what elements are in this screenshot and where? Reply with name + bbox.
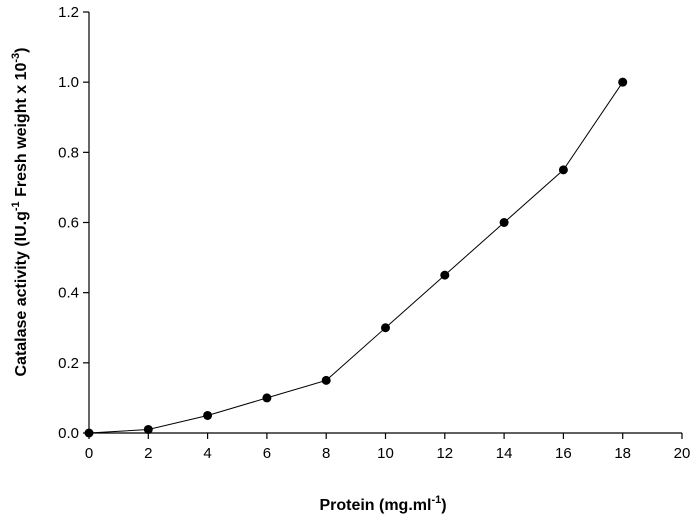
y-axis-label-close: ) [13,47,30,52]
data-point [499,218,509,227]
data-point [381,323,390,333]
axes [88,12,682,434]
x-tick-label: 2 [144,445,152,462]
x-tick-label: 20 [674,445,691,462]
y-tick-label: 0.4 [58,285,79,302]
data-point [321,375,331,385]
x-tick-label: 6 [263,445,271,462]
x-axis-label: Protein (mg.ml-1) [319,494,446,514]
x-tick-label: 8 [322,445,330,462]
x-tick-label: 4 [203,445,211,462]
y-tick-label: 0.8 [58,144,79,161]
y-axis-label-part1: Catalase activity (IU.g [13,211,30,376]
series-line [88,81,624,434]
data-point [262,393,272,403]
y-ticks: 0.0 0.2 0.4 0.6 0.8 1.0 1.2 [58,4,89,442]
y-tick-label: 1.0 [58,74,79,91]
data-point [203,410,213,420]
y-tick-label: 0.2 [58,355,79,372]
x-tick-label: 18 [614,445,631,462]
data-point [618,77,628,87]
x-tick-label: 10 [377,445,394,462]
y-axis-label-sup2: -3 [10,53,22,63]
x-tick-label: 0 [85,445,93,462]
data-point [84,428,94,438]
data-point [143,424,153,434]
x-tick-label: 12 [436,445,453,462]
x-axis-label-main: Protein (mg.ml [319,497,431,514]
data-point [440,270,450,280]
y-tick-label: 0.6 [58,215,79,232]
y-tick-label: 0.0 [58,425,79,442]
y-axis-label: Catalase activity (IU.g-1 Fresh weight x… [10,47,30,376]
x-tick-label: 16 [555,445,572,462]
x-ticks: 0 2 4 6 8 10 12 14 16 18 20 [85,433,691,462]
series-layer [84,77,628,438]
y-tick-label: 1.2 [58,4,79,21]
x-axis-label-close: ) [441,497,446,514]
x-axis-label-sup: -1 [431,494,441,506]
data-point [558,165,568,175]
y-axis-label-sup1: -1 [10,201,22,211]
y-axis-label-part2: Fresh weight x 10 [13,63,30,202]
x-tick-label: 14 [496,445,513,462]
